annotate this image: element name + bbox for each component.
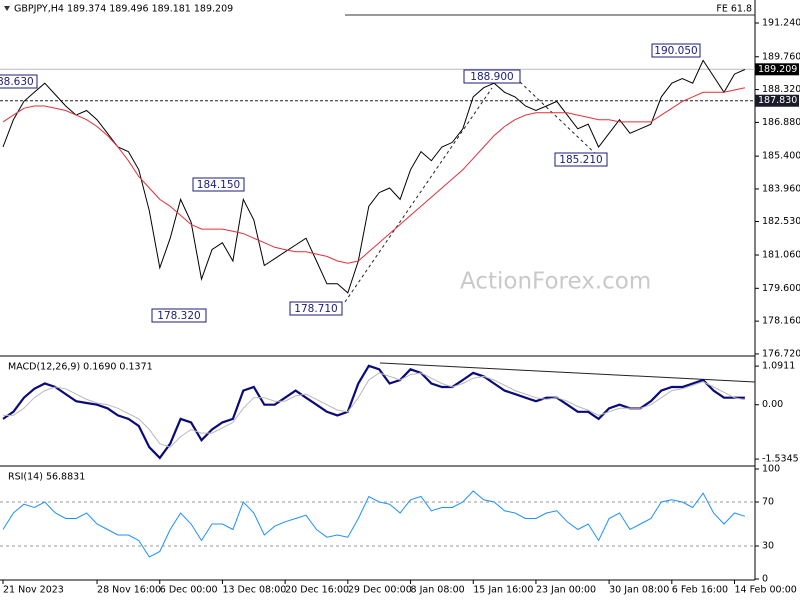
y-tick-label: 189.760 xyxy=(762,51,800,62)
x-tick-label: 28 Nov 16:00 xyxy=(97,585,161,596)
x-tick-label: 23 Jan 00:00 xyxy=(536,585,596,596)
series-line xyxy=(2,87,746,264)
y-tick-label: 30 xyxy=(762,541,774,552)
fe-label: FE 61.8 xyxy=(716,4,752,15)
watermark: ActionForex.com xyxy=(460,269,651,295)
symbol-icon xyxy=(4,6,10,11)
y-tick-label: 70 xyxy=(762,497,774,508)
annotation-box xyxy=(651,43,701,58)
annotation-box xyxy=(554,152,608,167)
annotation: 178.320 xyxy=(157,310,200,322)
annotation: 188.900 xyxy=(470,71,513,83)
annotation: 184.150 xyxy=(197,179,240,191)
price-tag-label: 187.830 xyxy=(758,95,797,106)
annotation: 188.630 xyxy=(0,76,34,88)
x-tick-label: 21 Nov 2023 xyxy=(3,585,64,596)
trend-line xyxy=(344,87,493,303)
y-tick-label: -1.5345 xyxy=(762,454,799,465)
x-tick-label: 6 Dec 00:00 xyxy=(160,585,218,596)
rsi-title: RSI(14) 56.8831 xyxy=(8,472,85,483)
x-tick-label: 14 Feb 00:00 xyxy=(735,585,797,596)
series-line xyxy=(3,372,745,448)
x-tick-label: 30 Jan 08:00 xyxy=(609,585,669,596)
trend-line xyxy=(519,81,601,159)
y-tick-label: 0 xyxy=(762,574,768,585)
y-tick-label: 191.240 xyxy=(762,18,800,29)
annotation-box xyxy=(0,74,38,89)
y-tick-label: 181.060 xyxy=(762,250,800,261)
price-tag-label: 189.209 xyxy=(758,64,797,75)
annotation-box xyxy=(463,69,521,84)
y-tick-label: 179.600 xyxy=(762,283,800,294)
y-tick-label: 178.160 xyxy=(762,316,800,327)
y-tick-label: 183.960 xyxy=(762,183,800,194)
price-tag xyxy=(755,63,799,76)
annotation: 185.210 xyxy=(559,154,602,166)
macd-trend-line xyxy=(379,362,756,383)
y-tick-label: 188.320 xyxy=(762,84,800,95)
series-line xyxy=(2,490,746,558)
x-tick-label: 6 Feb 16:00 xyxy=(672,585,728,596)
price-tag xyxy=(755,94,799,107)
x-tick-label: 20 Dec 16:00 xyxy=(285,585,349,596)
chart-header: GBPJPY,H4 189.374 189.496 189.181 189.20… xyxy=(14,4,233,15)
annotation-box xyxy=(151,308,207,323)
series-line xyxy=(2,364,745,460)
x-tick-label: 8 Jan 08:00 xyxy=(411,585,465,596)
macd-title: MACD(12,26,9) 0.1690 0.1371 xyxy=(8,362,153,373)
y-tick-label: 1.0911 xyxy=(762,361,795,372)
annotation: 190.050 xyxy=(654,45,697,57)
x-tick-label: 29 Dec 00:00 xyxy=(348,585,412,596)
y-tick-label: 100 xyxy=(762,464,780,475)
annotation: 178.710 xyxy=(294,303,337,315)
annotation-box xyxy=(289,301,343,316)
x-tick-label: 15 Jan 16:00 xyxy=(473,585,533,596)
y-tick-label: 182.530 xyxy=(762,216,800,227)
y-tick-label: 0.00 xyxy=(762,399,783,410)
y-tick-label: 176.720 xyxy=(762,348,800,359)
y-tick-label: 186.880 xyxy=(762,117,800,128)
y-tick-label: 185.400 xyxy=(762,151,800,162)
annotation-box xyxy=(192,177,245,192)
x-tick-label: 13 Dec 08:00 xyxy=(222,585,286,596)
